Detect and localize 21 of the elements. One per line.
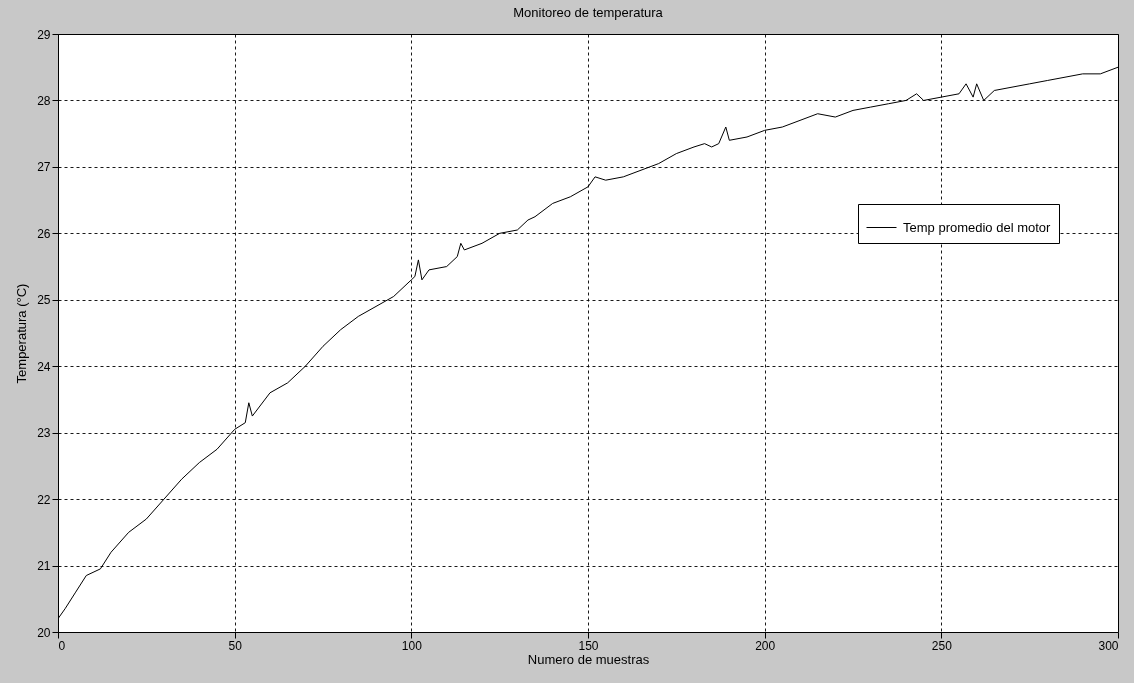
y-tick-label: 25 [37,293,51,308]
y-tick-label: 26 [37,226,51,241]
x-tick-label: 100 [401,638,423,653]
y-tick-label: 22 [37,492,51,507]
chart-title: Monitoreo de temperatura [513,5,664,20]
y-tick-label: 24 [37,359,51,374]
x-tick-label: 250 [931,638,953,653]
x-axis-title: Numero de muestras [527,651,650,667]
x-tick-label: 200 [755,638,776,653]
x-tick-label: 50 [228,638,243,653]
y-tick-label: 27 [37,160,51,175]
x-tick-label: 0 [58,638,66,653]
y-axis-title: Temperatura (°C) [14,283,30,384]
y-tick-label: 29 [37,27,51,42]
y-tick-label: 23 [37,426,51,441]
legend-label: Temp promedio del motor [903,219,1052,235]
y-tick-label: 21 [37,559,51,574]
y-tick-label: 20 [37,625,51,640]
y-tick-label: 28 [37,93,51,108]
x-tick-label: 150 [578,638,599,653]
x-tick-label: 300 [1098,638,1119,653]
